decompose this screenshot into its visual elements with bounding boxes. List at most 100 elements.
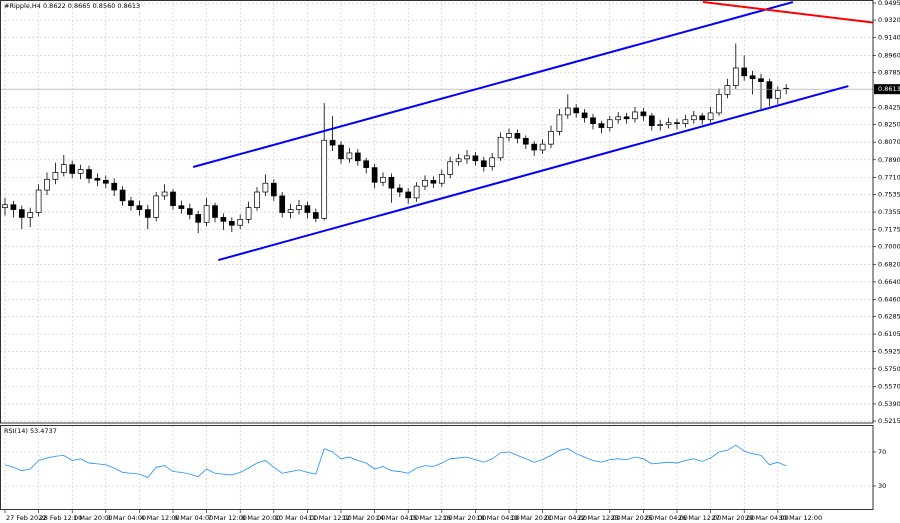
candle-body	[732, 67, 739, 86]
candle-body	[623, 116, 630, 120]
candle-body	[228, 220, 235, 226]
candle-body	[396, 187, 403, 193]
candle-body	[119, 189, 126, 202]
x-tick-label: 11 Mar 12:00	[308, 514, 351, 522]
candle-body	[371, 167, 378, 183]
x-tick-label: 21 Mar 04:00	[544, 514, 587, 522]
candle-body	[212, 205, 218, 218]
candle-body	[405, 191, 412, 199]
candle-body	[254, 191, 260, 208]
candle-body	[237, 219, 244, 226]
candle-body	[69, 164, 76, 174]
y-tick-label: 0.5925	[878, 348, 900, 356]
candle-body	[195, 214, 202, 223]
candle-body	[128, 200, 134, 207]
x-tick-label: 12 Mar 20:00	[342, 514, 385, 522]
candle-body	[766, 81, 773, 99]
candle-body	[690, 115, 697, 121]
candle-body	[203, 205, 210, 223]
candle-body	[724, 85, 731, 95]
candle-body	[94, 177, 101, 181]
y-tick-label: 0.9140	[878, 34, 900, 42]
candle-body	[35, 189, 42, 213]
x-tick-label: 14 Mar 04:00	[376, 514, 419, 522]
candle-body	[556, 114, 563, 132]
candle-body	[741, 67, 748, 77]
x-tick-label: 27 Mar 20:00	[712, 514, 755, 522]
x-tick-label: 19 Mar 20:00	[510, 514, 553, 522]
candle-body	[590, 117, 596, 124]
y-tick-label: 0.5215	[878, 417, 900, 425]
x-tick-label: 4 Mar 12:00	[140, 514, 179, 522]
candle-body	[312, 212, 319, 219]
y-tick-label: 0.8785	[878, 68, 900, 76]
trendline	[702, 1, 873, 24]
candle-body	[279, 195, 286, 213]
candle-body	[758, 78, 764, 83]
current-price-label: 0.8613	[878, 85, 900, 93]
trendline	[218, 85, 849, 262]
candle-body	[531, 143, 538, 151]
x-tick-label: 6 Mar 04:00	[174, 514, 213, 522]
candle-body	[346, 152, 353, 160]
grid-layer	[0, 0, 873, 509]
x-tick-label: 15 Mar 12:00	[409, 514, 452, 522]
candle-body	[304, 205, 311, 213]
y-tick-label: 0.8960	[878, 51, 900, 59]
x-tick-label: 7 Mar 12:00	[208, 514, 247, 522]
y-tick-label: 0.7000	[878, 243, 900, 251]
candle-body	[321, 139, 328, 219]
y-tick-label: 0.8070	[878, 138, 900, 146]
candle-body	[665, 122, 672, 125]
candle-body	[296, 205, 302, 210]
candle-body	[699, 115, 706, 121]
candle-body	[270, 182, 277, 197]
x-tick-label: 29 Mar 04:00	[745, 514, 788, 522]
candle-body	[581, 112, 588, 119]
candle-body	[497, 136, 504, 159]
y-tick-label: 0.5570	[878, 382, 900, 390]
candle-body	[262, 182, 269, 193]
candle-body	[506, 133, 512, 138]
y-tick-label: 0.5390	[878, 400, 900, 408]
y-tick-label: 0.7175	[878, 226, 900, 234]
candle-body	[564, 107, 571, 116]
candle-body	[514, 133, 521, 139]
x-tick-label: 27 Feb 2022	[6, 514, 46, 522]
candle-body	[111, 182, 118, 191]
x-tick-label: 1 Mar 20:00	[73, 514, 112, 522]
x-tick-label: 23 Mar 20:00	[611, 514, 654, 522]
candle-body	[161, 191, 168, 197]
candle-body	[363, 160, 370, 168]
candle-body	[632, 111, 638, 120]
candle-body	[464, 155, 470, 160]
candle-body	[52, 172, 59, 180]
candle-body	[77, 169, 84, 174]
candle-body	[539, 143, 546, 151]
candle-body	[615, 116, 622, 121]
x-tick-label: 30 Mar 12:00	[779, 514, 822, 522]
candle-body	[388, 177, 395, 189]
candle-body	[102, 179, 109, 184]
rsi-frame	[0, 425, 874, 510]
y-tick-label: 0.9320	[878, 16, 900, 24]
candle-body	[287, 209, 294, 213]
y-tick-label: 0.6640	[878, 278, 900, 286]
candle-body	[472, 155, 479, 162]
trendline	[192, 1, 794, 168]
candle-body	[86, 169, 92, 179]
candle-body	[338, 144, 344, 160]
current-price-box	[874, 84, 900, 95]
x-tick-label: 10 Mar 04:00	[275, 514, 318, 522]
y-tick-label: 0.6460	[878, 295, 900, 303]
indicator-label: RSI(14) 53.4737	[4, 427, 57, 435]
candle-body	[707, 112, 714, 121]
candle-body	[413, 185, 420, 199]
candle-body	[447, 161, 454, 175]
chart-title: #Ripple,H4 0.8622 0.8665 0.8560 0.8613	[4, 2, 140, 10]
x-tick-label: 26 Mar 12:00	[678, 514, 721, 522]
candle-body	[18, 209, 25, 218]
candle-body	[548, 131, 554, 145]
candle-body	[27, 212, 34, 218]
